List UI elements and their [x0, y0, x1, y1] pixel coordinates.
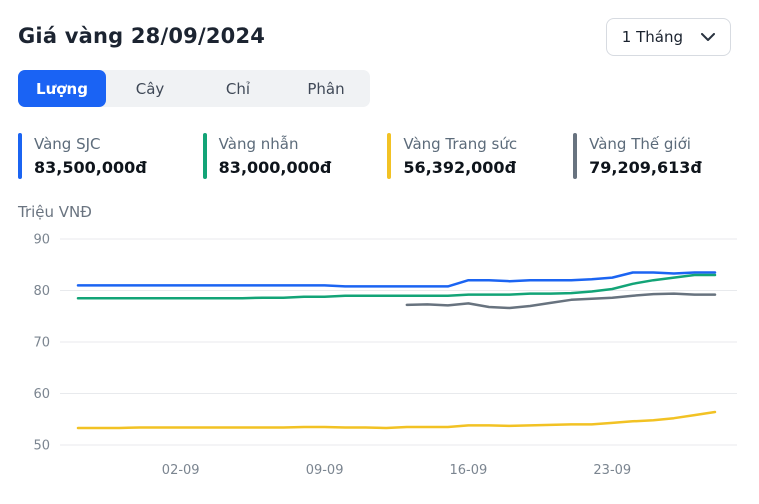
- legend-label: Vàng nhẫn: [218, 135, 299, 153]
- legend-label: Vàng Trang sức: [403, 135, 518, 153]
- legend-color-bar: [18, 133, 22, 179]
- legend-item-nhan: Vàng nhẫn 83,000,000đ: [202, 133, 332, 179]
- legend-value: 56,392,000đ: [403, 158, 517, 177]
- svg-text:23-09: 23-09: [593, 463, 631, 478]
- svg-text:70: 70: [33, 336, 50, 351]
- svg-text:02-09: 02-09: [162, 463, 200, 478]
- legend-color-bar: [202, 133, 207, 179]
- page-title: Giá vàng 28/09/2024: [18, 24, 266, 48]
- tab-luong[interactable]: Lượng: [18, 70, 106, 107]
- tab-chi[interactable]: Chỉ: [194, 70, 282, 107]
- gold-price-widget: Giá vàng 28/09/2024 1 Tháng Lượng Cây Ch…: [18, 18, 741, 478]
- period-dropdown[interactable]: 1 Tháng: [605, 18, 731, 56]
- svg-text:50: 50: [33, 439, 50, 454]
- legend-color-bar: [387, 133, 392, 179]
- legend-value: 83,000,000đ: [218, 158, 332, 177]
- price-legend: Vàng SJC 83,500,000đ Vàng nhẫn 83,000,00…: [18, 133, 741, 179]
- tab-cay[interactable]: Cây: [106, 70, 194, 107]
- period-dropdown-value: 1 Tháng: [621, 28, 683, 46]
- svg-text:90: 90: [33, 233, 50, 248]
- legend-label: Vàng Thế giới: [589, 135, 691, 153]
- legend-item-the-gioi: Vàng Thế giới 79,209,613đ: [573, 133, 702, 179]
- legend-value: 79,209,613đ: [589, 158, 702, 177]
- chevron-down-icon: [701, 32, 715, 42]
- y-axis-title: Triệu VNĐ: [18, 203, 92, 221]
- legend-value: 83,500,000đ: [34, 158, 147, 177]
- price-chart: 50 60 70 80 90 02-09 09-09 16-09 23-09: [33, 233, 737, 478]
- header: Giá vàng 28/09/2024 1 Tháng: [18, 18, 741, 56]
- unit-tabs: Lượng Cây Chỉ Phân: [18, 70, 370, 107]
- tab-phan[interactable]: Phân: [282, 70, 370, 107]
- svg-text:09-09: 09-09: [306, 463, 344, 478]
- legend-item-sjc: Vàng SJC 83,500,000đ: [18, 133, 147, 179]
- legend-label: Vàng SJC: [34, 135, 101, 153]
- svg-text:80: 80: [33, 284, 50, 299]
- legend-item-trang-suc: Vàng Trang sức 56,392,000đ: [387, 133, 517, 179]
- legend-color-bar: [573, 133, 578, 179]
- svg-text:16-09: 16-09: [450, 463, 488, 478]
- svg-text:60: 60: [33, 387, 50, 402]
